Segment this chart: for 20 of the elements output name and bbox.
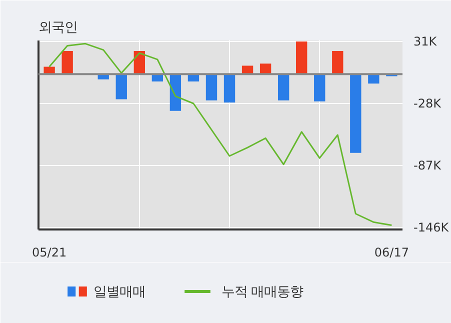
bar	[314, 74, 326, 102]
bar	[206, 74, 218, 100]
x-tick-label: 05/21	[32, 246, 67, 260]
line-series	[48, 42, 392, 226]
bar	[224, 74, 236, 102]
bar	[278, 74, 290, 100]
chart-title: 외국인	[38, 20, 78, 36]
legend-label: 일별매매	[93, 284, 146, 299]
x-tick-label: 06/17	[374, 246, 409, 260]
y-tick-label: -28K	[414, 96, 442, 110]
bar	[296, 42, 308, 74]
bar	[350, 74, 362, 153]
y-tick-label: 31K	[414, 34, 438, 49]
bar	[62, 51, 73, 74]
y-tick-label: -146K	[414, 220, 450, 234]
bar	[170, 74, 182, 111]
bar	[116, 74, 127, 100]
y-tick-label: -87K	[414, 158, 442, 172]
bar	[332, 51, 344, 74]
legend-label: 누적 매매동향	[222, 284, 304, 299]
